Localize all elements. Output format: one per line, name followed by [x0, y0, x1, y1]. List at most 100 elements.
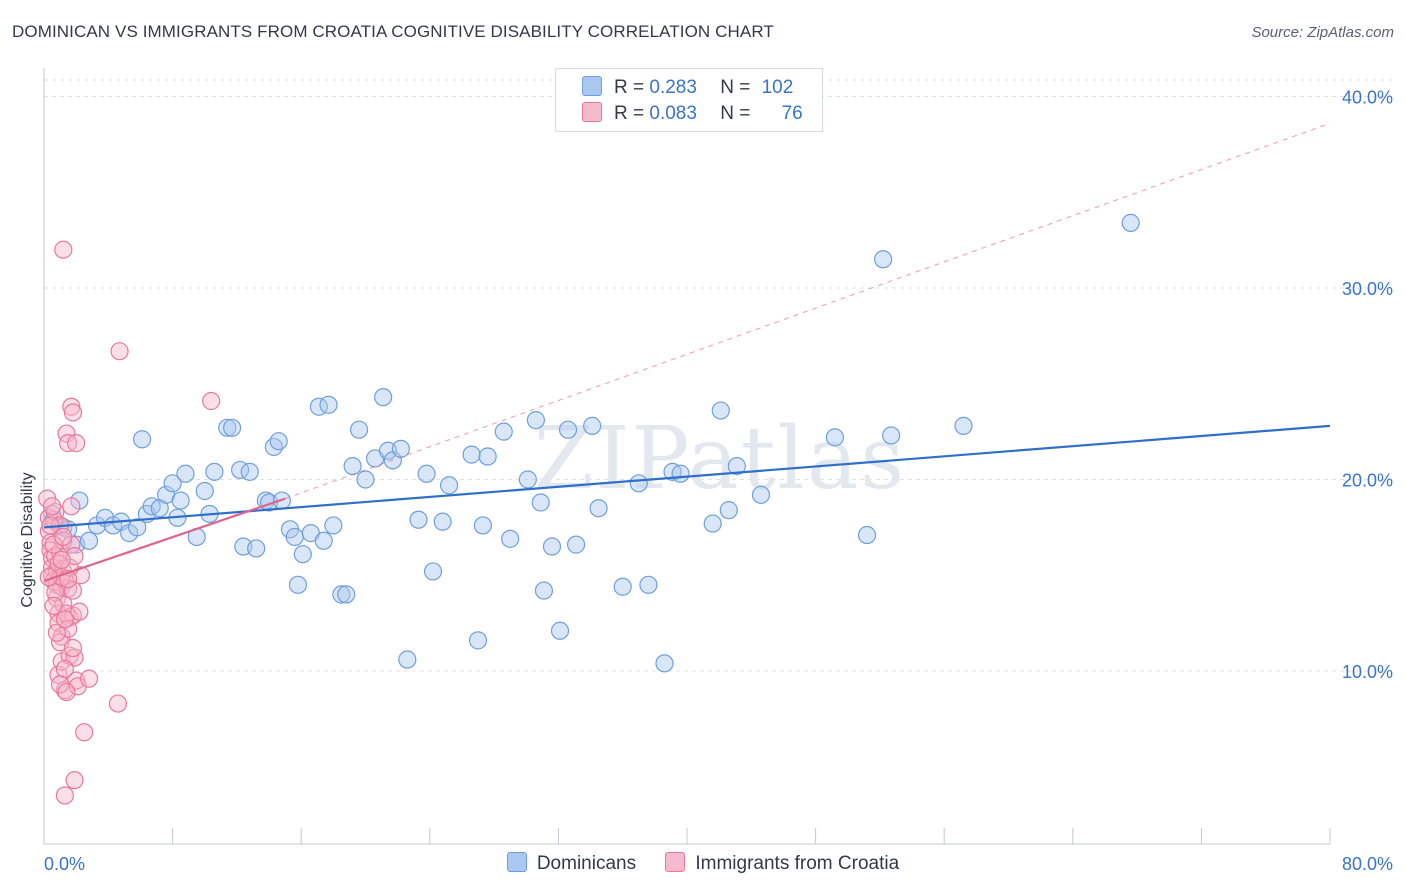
point-dominicans [264, 437, 283, 457]
point-dominicans [558, 420, 578, 439]
point-dominicans [218, 418, 237, 437]
point-croatia [65, 771, 84, 790]
point-dominicans [240, 462, 259, 481]
point-dominicans [163, 474, 182, 493]
legend-n-value: 76 [781, 103, 803, 124]
point-dominicans [874, 250, 893, 269]
point-dominicans [711, 401, 730, 420]
point-croatia [110, 342, 129, 361]
legend-swatch-blue [582, 76, 602, 96]
legend-item-croatia[interactable]: Immigrants from Croatia [665, 852, 899, 875]
point-dominicans [374, 388, 393, 407]
point-dominicans [132, 430, 152, 449]
point-croatia [67, 434, 86, 453]
point-dominicans [655, 654, 674, 673]
point-dominicans [171, 491, 190, 510]
point-croatia [42, 497, 62, 516]
correlation-legend: R = 0.283 N = 102 R = 0.083 N = 76 [555, 68, 823, 132]
point-croatia [108, 694, 128, 713]
point-dominicans [518, 470, 537, 489]
point-dominicans [727, 456, 746, 476]
y-tick-label: 40.0% [1342, 88, 1393, 108]
point-croatia [63, 638, 83, 658]
point-dominicans [285, 527, 304, 547]
legend-n-label: N = [720, 77, 751, 98]
source-label: Source: ZipAtlas.com [1251, 24, 1394, 41]
point-dominicans [417, 464, 436, 483]
point-dominicans [409, 510, 428, 529]
legend-r-label: R = [614, 103, 645, 124]
x-tick-label: 80.0% [1342, 854, 1393, 874]
point-dominicans [501, 529, 520, 548]
x-tick-label: 0.0% [44, 854, 85, 874]
y-tick-label: 30.0% [1342, 279, 1393, 299]
point-dominicans [639, 575, 658, 594]
point-croatia [55, 659, 74, 679]
legend-r-value: 0.283 [649, 77, 697, 98]
point-dominicans [629, 474, 648, 493]
point-croatia [75, 723, 94, 742]
point-dominicans [337, 585, 356, 604]
point-dominicans [288, 575, 308, 594]
chart-title: DOMINICAN VS IMMIGRANTS FROM CROATIA COG… [12, 22, 774, 41]
point-dominicans [566, 535, 586, 554]
point-dominicans [349, 420, 369, 439]
point-dominicans [526, 411, 545, 430]
series-legend: Dominicans Immigrants from Croatia [0, 852, 1406, 875]
point-croatia [44, 535, 63, 554]
point-dominicans [314, 531, 333, 550]
point-dominicans [356, 470, 375, 489]
point-dominicans [324, 516, 343, 535]
point-croatia [46, 583, 65, 602]
trendline-croatia [43, 497, 286, 583]
point-dominicans [531, 493, 550, 512]
point-dominicans [719, 501, 738, 520]
point-dominicans [398, 650, 417, 669]
point-croatia [63, 403, 83, 422]
legend-n-label: N = [720, 103, 751, 124]
point-croatia [54, 240, 73, 259]
point-dominicans [1121, 213, 1140, 232]
y-tick-labels: 10.0% 20.0% 30.0% 40.0% [1342, 88, 1393, 683]
point-croatia [54, 527, 73, 547]
point-dominicans [293, 545, 312, 564]
point-dominicans [343, 456, 362, 476]
legend-item-dominicans[interactable]: Dominicans [506, 852, 636, 875]
y-tick-label: 20.0% [1342, 471, 1393, 491]
point-dominicans [550, 621, 570, 640]
point-dominicans [332, 585, 351, 604]
point-dominicans [671, 464, 690, 483]
point-dominicans [954, 416, 973, 435]
point-dominicans [433, 512, 452, 531]
point-croatia [59, 619, 78, 638]
axes [43, 68, 1331, 845]
point-dominicans [494, 422, 513, 441]
legend-label-croatia: Immigrants from Croatia [695, 853, 900, 874]
point-dominicans [882, 426, 901, 445]
point-dominicans [857, 525, 877, 545]
point-croatia [47, 623, 66, 642]
point-dominicans [222, 418, 242, 437]
point-dominicans [613, 577, 632, 596]
point-croatia [55, 786, 74, 805]
point-dominicans [462, 445, 481, 464]
point-dominicans [534, 581, 554, 600]
trendline-dominicans [43, 424, 1331, 529]
point-dominicans [176, 464, 195, 483]
legend-row-croatia: R = 0.083 N = 76 [582, 102, 803, 126]
legend-r-value: 0.083 [649, 103, 697, 124]
point-dominicans [542, 537, 562, 556]
legend-swatch-pink [665, 852, 686, 872]
watermark: ZIPatlas [534, 409, 906, 509]
point-croatia [44, 596, 63, 615]
point-dominicans [423, 562, 443, 581]
point-dominicans [391, 439, 410, 458]
point-croatia [52, 550, 71, 570]
point-croatia [62, 497, 81, 516]
point-dominicans [478, 447, 497, 466]
point-dominicans [319, 395, 338, 414]
point-croatia [79, 669, 99, 688]
point-dominicans [751, 485, 771, 504]
point-dominicans [473, 516, 492, 535]
trendlines [43, 122, 1331, 583]
